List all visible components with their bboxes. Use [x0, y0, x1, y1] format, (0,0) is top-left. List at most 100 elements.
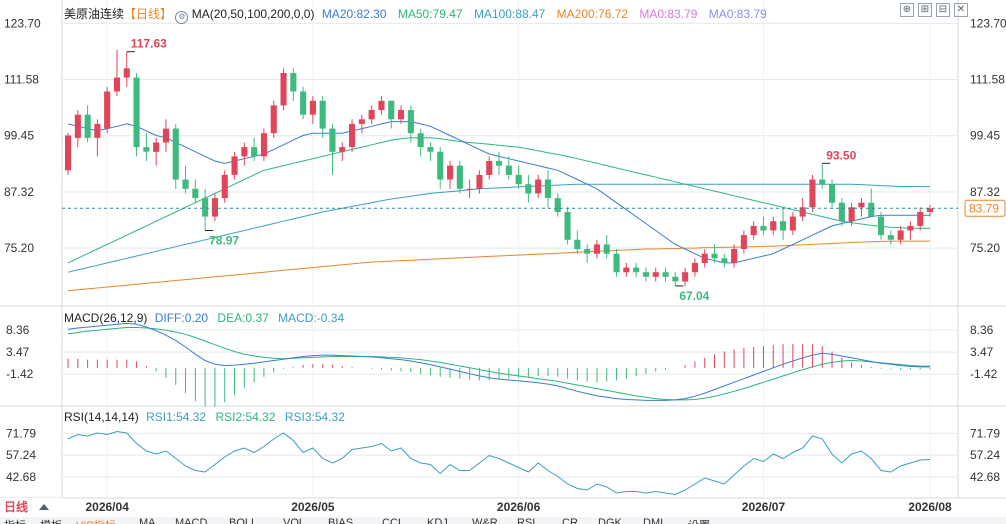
- candle-body: [878, 216, 885, 236]
- candle-body: [65, 135, 72, 171]
- bottom-tab-15[interactable]: 设置: [688, 517, 710, 524]
- ma0-value-a: MA0:83.79: [639, 7, 698, 21]
- ma0-value-b: MA0:83.79: [708, 7, 767, 21]
- bottom-tab-bar: [0, 517, 1006, 524]
- candle-body: [682, 272, 689, 282]
- candle-body: [721, 258, 728, 263]
- candle-body: [368, 110, 375, 120]
- candle-body: [574, 239, 581, 250]
- bottom-tab-8[interactable]: CCI: [382, 517, 401, 524]
- candle-body: [838, 202, 845, 222]
- candle-body: [525, 184, 532, 194]
- candle-body: [349, 123, 356, 148]
- bottom-tab-7[interactable]: BIAS: [328, 517, 354, 524]
- bottom-tab-12[interactable]: CR: [562, 517, 578, 524]
- bottom-tab-10[interactable]: W&R: [472, 517, 498, 524]
- price-tick-right: 75.20: [970, 241, 1000, 255]
- close-icon[interactable]: ✕: [954, 3, 968, 17]
- period-button-label: 日线: [4, 500, 29, 514]
- high-annotation: 117.63: [131, 37, 167, 51]
- candle-body: [858, 202, 865, 208]
- candle-body: [848, 207, 855, 222]
- candle-body: [593, 244, 600, 254]
- rsi3-value: RSI3:54.32: [284, 410, 345, 424]
- candle-body: [300, 91, 307, 115]
- high2-annotation: 93.50: [826, 148, 856, 162]
- bottom-tab-4[interactable]: MACD: [175, 517, 208, 524]
- candle-body: [202, 198, 209, 217]
- candle-body: [437, 151, 444, 180]
- candle-body: [447, 165, 454, 180]
- bottom-tab-5[interactable]: BOLL: [229, 517, 258, 524]
- candle-body: [760, 225, 767, 231]
- candle-body: [104, 91, 111, 129]
- price-tick-right: 99.45: [970, 129, 1000, 143]
- macd-tick-right: -1.42: [970, 367, 998, 381]
- period-button[interactable]: 日线: [0, 498, 62, 516]
- candle-body: [339, 147, 346, 152]
- candle-body: [672, 276, 679, 282]
- candle-body: [417, 133, 424, 148]
- x-tick-label: 2026/07: [742, 500, 786, 514]
- candle-body: [143, 147, 150, 152]
- candle-body: [701, 253, 708, 263]
- price-tick-right: 111.58: [970, 73, 1005, 87]
- collapse-icon[interactable]: ⊟: [936, 3, 950, 17]
- macd-tick-right: 8.36: [970, 323, 994, 337]
- price-tick-left: 123.70: [4, 16, 41, 30]
- candle-body: [162, 128, 169, 143]
- candle-body: [231, 156, 238, 175]
- candle-body: [388, 100, 395, 120]
- bottom-tab-0[interactable]: 指标: [4, 517, 26, 524]
- caret-up-icon: [39, 504, 50, 510]
- macd-title: MACD(26,12,9): [64, 311, 148, 325]
- candle-body: [211, 198, 218, 217]
- bottom-tab-11[interactable]: RSI: [517, 517, 536, 524]
- candle-body: [280, 73, 287, 106]
- candle-body: [407, 110, 414, 134]
- bottom-tab-6[interactable]: VOL: [283, 517, 306, 524]
- candle-body: [515, 174, 522, 185]
- rsi-tick-left: 71.79: [6, 426, 36, 440]
- low-annotation: 78.97: [209, 234, 239, 248]
- last-price-tag: [964, 199, 1006, 217]
- candle-body: [290, 73, 297, 92]
- bottom-tab-9[interactable]: KDJ: [427, 517, 448, 524]
- bottom-tab-2[interactable]: VIP指标: [76, 517, 116, 524]
- macd-header: MACD(26,12,9) DIFF:0.20 DEA:0.37 MACD:-0…: [64, 311, 344, 325]
- candle-body: [270, 105, 277, 134]
- macd-dea-value: DEA:0.37: [217, 311, 269, 325]
- price-tick-right: 123.70: [970, 16, 1006, 30]
- x-tick-label: 2026/06: [497, 500, 541, 514]
- ma200-line: [67, 240, 930, 292]
- macd-macd-value: MACD:-0.34: [278, 311, 345, 325]
- x-tick-label: 2026/08: [908, 500, 952, 514]
- rsi-line: [67, 430, 931, 496]
- ma200-value: MA200:76.72: [556, 7, 629, 21]
- bottom-tab-3[interactable]: MA: [139, 517, 156, 524]
- candle-body: [691, 262, 698, 273]
- bottom-tab-14[interactable]: DMI: [643, 517, 664, 524]
- candle-body: [731, 249, 738, 263]
- candle-body: [917, 212, 924, 226]
- expand-icon[interactable]: ⊞: [918, 3, 932, 17]
- candle-body: [750, 225, 757, 236]
- x-tick-label: 2026/04: [85, 500, 129, 514]
- price-tick-left: 111.58: [4, 73, 39, 87]
- candle-body: [221, 174, 228, 199]
- candle-body: [329, 128, 336, 152]
- candle-body: [113, 77, 120, 92]
- rsi-tick-right: 42.68: [970, 470, 1000, 484]
- candle-body: [398, 110, 405, 120]
- bottom-tab-13[interactable]: DGK: [598, 517, 622, 524]
- settings-icon[interactable]: ⚙: [175, 11, 189, 24]
- zoom-in-icon[interactable]: ⊕: [900, 3, 914, 17]
- macd-tick-left: -1.42: [6, 367, 34, 381]
- rsi-tick-left: 42.68: [6, 470, 36, 484]
- bottom-tab-1[interactable]: 模板: [40, 517, 62, 524]
- ma50-line: [67, 137, 931, 264]
- candle-body: [182, 179, 189, 189]
- macd-tick-left: 8.36: [6, 323, 30, 337]
